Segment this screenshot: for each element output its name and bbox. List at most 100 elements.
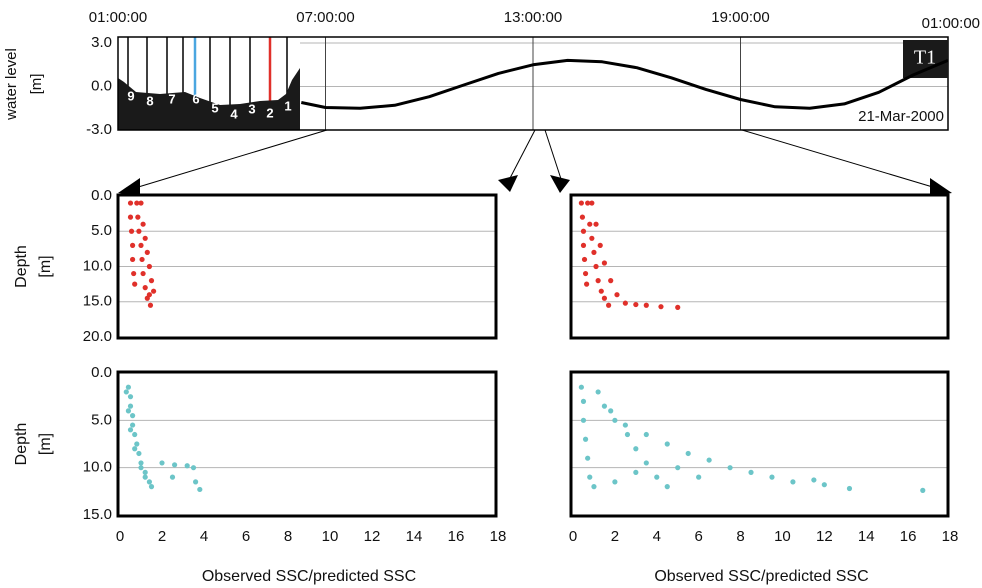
x-tick-label: 07:00:00 — [296, 9, 354, 26]
x-tick-label: 18 — [490, 528, 507, 545]
point — [597, 242, 603, 248]
point — [601, 260, 608, 266]
station-label: 2 — [266, 105, 273, 120]
point — [184, 463, 190, 469]
top-frame — [117, 36, 949, 131]
x-tick-label: 8 — [736, 528, 744, 545]
point — [139, 256, 145, 263]
point — [142, 285, 148, 291]
point — [580, 398, 587, 404]
point — [138, 460, 144, 466]
point — [658, 304, 664, 310]
point — [132, 281, 138, 287]
point — [197, 486, 203, 493]
x-tick-label: 01:00:00 — [89, 9, 147, 26]
panel-frame — [569, 370, 950, 518]
point — [643, 431, 649, 438]
x-tick-label: 4 — [200, 528, 208, 545]
point — [696, 474, 702, 480]
point — [654, 474, 660, 480]
arrows — [134, 129, 937, 189]
point — [127, 403, 134, 409]
point — [593, 221, 599, 227]
y-tick-label: 5.0 — [91, 222, 112, 239]
arrowheads — [118, 175, 952, 196]
point — [601, 295, 608, 301]
point — [589, 200, 595, 206]
y-axis-label: [m] — [37, 255, 54, 277]
inset — [118, 37, 300, 130]
point — [612, 479, 618, 485]
point — [146, 292, 152, 298]
point — [134, 441, 140, 447]
point — [675, 465, 681, 471]
y-tick-label: 0.0 — [91, 77, 112, 94]
y-tick-label: 0.0 — [91, 187, 112, 204]
y-axis-label: water level — [3, 48, 20, 121]
point — [581, 256, 588, 263]
point — [127, 200, 134, 206]
x-tick-label: 0 — [569, 528, 577, 545]
point — [127, 427, 134, 433]
point — [706, 457, 712, 463]
x-tick-label: 01:00:00 — [922, 15, 980, 32]
x-tick-label: 16 — [900, 528, 917, 545]
point — [598, 288, 604, 294]
point — [748, 469, 754, 475]
point — [920, 487, 926, 493]
point — [685, 450, 691, 457]
point — [142, 235, 148, 241]
point — [580, 242, 587, 248]
point — [127, 214, 134, 220]
point — [622, 300, 628, 306]
y-tick-label: -3.0 — [86, 121, 112, 138]
y-tick-label: 10.0 — [83, 257, 112, 274]
point — [643, 460, 649, 466]
point — [144, 249, 150, 255]
point — [608, 278, 614, 284]
point — [585, 455, 591, 461]
point — [130, 256, 136, 263]
point — [131, 270, 137, 277]
point — [130, 422, 136, 428]
x-tick-label: 8 — [284, 528, 292, 545]
point — [584, 281, 590, 287]
x-tick-label: 16 — [448, 528, 465, 545]
point — [138, 200, 144, 206]
point — [130, 413, 136, 419]
point — [142, 474, 148, 480]
x-tick-label: 14 — [858, 528, 875, 545]
point — [172, 462, 178, 468]
point — [727, 465, 733, 471]
point — [580, 417, 587, 423]
point — [601, 403, 608, 409]
point — [136, 228, 142, 234]
y-tick-label: 10.0 — [83, 459, 112, 476]
x-tick-label: 0 — [116, 528, 124, 545]
station-label: 4 — [230, 106, 238, 121]
point — [159, 460, 165, 466]
x-tick-label: 2 — [611, 528, 619, 545]
x-axis-label: Observed SSC/predicted SSC — [654, 568, 868, 585]
panel-frame — [116, 370, 498, 518]
point — [675, 304, 681, 310]
point — [587, 221, 593, 227]
x-tick-label: 4 — [653, 528, 661, 545]
point — [589, 235, 595, 241]
x-tick-label: 10 — [774, 528, 791, 545]
point — [123, 389, 129, 395]
point — [579, 214, 586, 220]
point — [664, 484, 670, 490]
point — [593, 263, 599, 270]
x-tick-label: 18 — [942, 528, 959, 545]
point — [578, 384, 584, 390]
x-tick-label: 12 — [364, 528, 381, 545]
point — [127, 394, 134, 400]
point — [125, 384, 131, 390]
station-label: 8 — [146, 93, 153, 108]
x-tick-label: 10 — [322, 528, 339, 545]
x-tick-label: 6 — [694, 528, 702, 545]
point — [633, 469, 639, 475]
point — [151, 288, 157, 294]
